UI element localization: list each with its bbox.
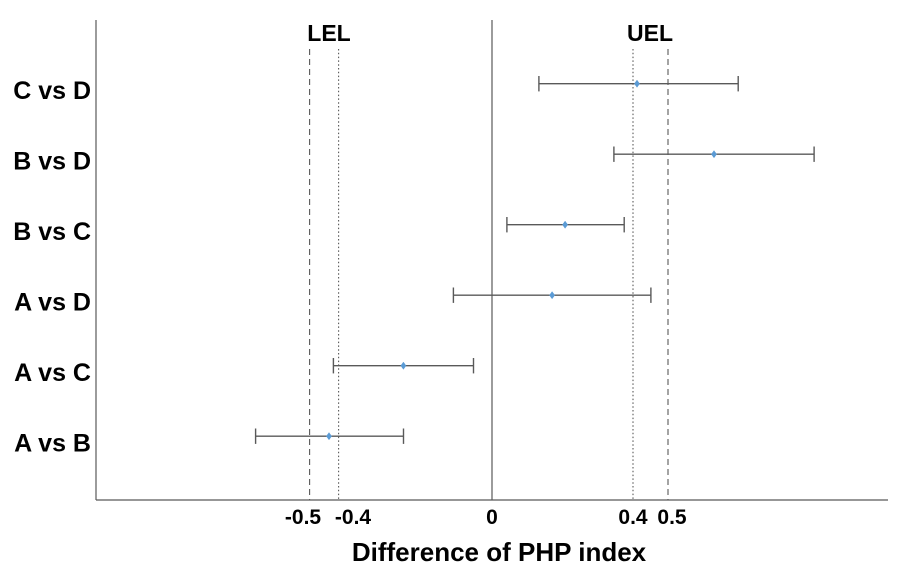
svg-text:A vs B: A vs B (14, 430, 91, 458)
svg-text:B vs D: B vs D (13, 148, 91, 176)
svg-text:A vs C: A vs C (14, 359, 91, 387)
svg-text:-0.5: -0.5 (285, 506, 322, 529)
svg-text:UEL: UEL (627, 20, 673, 46)
svg-text:-0.4: -0.4 (335, 506, 372, 529)
svg-text:C vs D: C vs D (13, 77, 91, 105)
svg-text:B vs C: B vs C (13, 218, 91, 246)
svg-text:0.4: 0.4 (618, 506, 648, 529)
svg-text:0: 0 (486, 506, 498, 529)
svg-text:0.5: 0.5 (657, 506, 687, 529)
svg-text:LEL: LEL (307, 20, 350, 46)
svg-text:A vs D: A vs D (14, 289, 91, 317)
svg-text:Difference of PHP index: Difference of PHP index (352, 537, 647, 567)
